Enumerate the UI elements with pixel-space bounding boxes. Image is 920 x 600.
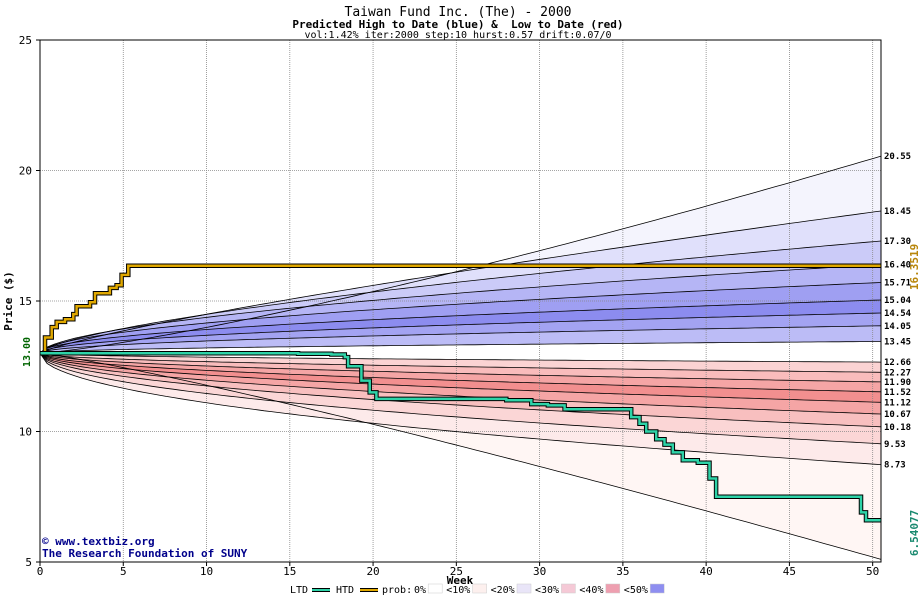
high-value-label: 16.3519 (908, 244, 920, 290)
percentile-line-11 (39, 352, 882, 373)
percentile-line-15 (39, 352, 882, 415)
htd-line (40, 264, 881, 355)
percentile-line-19 (39, 352, 882, 560)
percentile-line-12 (39, 352, 882, 383)
y-tick-label: 15 (19, 295, 32, 308)
zero-band (40, 341, 881, 363)
end-label: 11.90 (884, 378, 911, 388)
end-label: 11.12 (884, 398, 911, 408)
chart-params: vol:1.42% iter:2000 step:10 hurst:0.57 d… (304, 30, 611, 41)
x-tick-label: 40 (700, 565, 713, 578)
y-tick-label: 25 (19, 34, 32, 47)
legend-ltd-label: LTD (290, 585, 308, 596)
legend-prob-label: prob: (382, 585, 412, 596)
x-tick-label: 50 (866, 565, 879, 578)
percentile-line-3 (39, 240, 882, 354)
price-paths (40, 263, 881, 523)
percentile-line-6 (39, 299, 882, 354)
percentile-line-5 (39, 282, 882, 354)
legend-prob-item-5: <50% (624, 585, 648, 596)
x-tick-label: 30 (533, 565, 546, 578)
x-tick-label: 20 (366, 565, 379, 578)
legend-prob-swatch-5 (649, 583, 665, 594)
watermark-line1: © www.textbiz.org (42, 535, 155, 548)
end-label: 12.27 (884, 368, 911, 378)
x-tick-label: 5 (120, 565, 127, 578)
percentile-line-2 (39, 210, 882, 354)
end-label: 14.54 (884, 309, 912, 319)
percentile-line-18 (39, 352, 882, 465)
percentile-line-14 (39, 352, 882, 403)
end-label: 15.71 (884, 278, 911, 288)
percentile-line-13 (39, 352, 882, 393)
legend-prob-swatch-1 (472, 583, 487, 594)
y-axis-label: Price ($) (2, 271, 15, 331)
end-labels: 20.55 18.45 17.30 16.40 15.71 15.04 14.54 14.05… (884, 152, 912, 471)
end-label: 13.45 (884, 337, 911, 347)
legend-prob-item-0: 0% (414, 585, 426, 596)
x-axis-label: Week (447, 574, 474, 587)
end-label: 8.73 (884, 461, 906, 471)
probability-bands (40, 156, 881, 560)
x-tick-label: 10 (200, 565, 213, 578)
percentile-line-8 (39, 325, 882, 354)
legend-prob-item-2: <20% (491, 585, 515, 596)
percentile-line-16 (39, 352, 882, 428)
y-tick-label: 10 (19, 426, 32, 439)
percentile-line-7 (39, 312, 882, 354)
end-label: 9.53 (884, 440, 906, 450)
end-label: 10.67 (884, 410, 911, 420)
x-tick-label: 35 (616, 565, 629, 578)
legend-prob-item-3: <30% (535, 585, 559, 596)
legend-prob-swatch-2 (516, 583, 532, 594)
chart-subtitle: Predicted High to Date (blue) & Low to D… (292, 18, 623, 31)
percentile-line-4 (39, 264, 882, 354)
x-tick-label: 15 (283, 565, 296, 578)
legend-htd-label: HTD (336, 585, 354, 596)
end-label: 11.52 (884, 388, 911, 398)
y-tick-label: 5 (25, 556, 32, 569)
end-label: 12.66 (884, 358, 911, 368)
legend-prob-swatch-4 (605, 583, 621, 594)
end-label: 16.40 (884, 260, 911, 270)
legend-prob-item-4: <40% (579, 585, 603, 596)
percentile-curves (39, 155, 882, 560)
watermark-line2: The Research Foundation of SUNY (42, 547, 248, 560)
legend-prob-swatch-3 (561, 583, 576, 594)
chart-title: Taiwan Fund Inc. (The) - 2000 (345, 5, 572, 20)
percentile-line-9 (39, 341, 881, 354)
x-tick-label: 45 (783, 565, 796, 578)
low-value-label: 6.54077 (908, 510, 920, 556)
percentile-line-1 (39, 155, 882, 354)
end-label: 14.05 (884, 322, 911, 332)
legend: LTD HTD prob: 0% <10% <20% <30% <40% <50% (290, 583, 665, 596)
x-tick-label: 0 (37, 565, 44, 578)
end-label: 15.04 (884, 296, 912, 306)
legend-prob-item-1: <10% (446, 585, 470, 596)
end-label: 18.45 (884, 207, 911, 217)
end-label: 10.18 (884, 423, 911, 433)
legend-prob-swatch-0 (427, 583, 443, 594)
x-tick-label: 25 (450, 565, 463, 578)
ltd-line (40, 351, 881, 522)
percentile-line-17 (39, 352, 882, 445)
start-price-label: 13.00 (22, 337, 33, 367)
end-label: 17.30 (884, 237, 911, 247)
y-tick-label: 20 (19, 165, 32, 178)
end-label: 20.55 (884, 152, 911, 162)
percentile-line-10 (39, 352, 882, 363)
